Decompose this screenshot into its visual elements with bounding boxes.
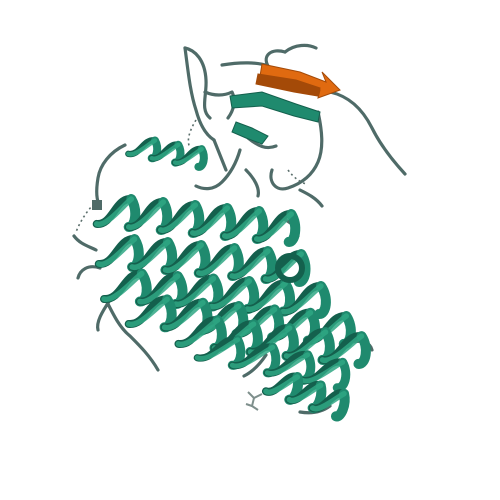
helix-top-short-front-2 [194,145,208,171]
helix-2-hl-5 [262,251,305,282]
coil-loop-10 [244,168,260,198]
terminal-block [92,200,102,210]
alpha-helices [92,136,371,422]
strand-orange-shadow [255,73,321,97]
coil-loop-13 [95,143,127,208]
helix-top-short [125,136,208,171]
dashed-gap-0 [75,203,95,233]
strand-teal-2-body [231,121,269,145]
helix-3-hl-0 [101,270,145,302]
coil-loop-12 [212,138,228,172]
helix-ring-loop [275,253,305,283]
helix-1-hl-4 [221,208,263,239]
helix-6 [193,335,351,393]
helix-3-front-5 [314,281,331,319]
coil-loop-14 [76,265,102,280]
helix-2-hl-2 [162,242,205,273]
helix-4-hl-0 [125,296,170,327]
dashed-gap-2 [287,169,307,185]
helix-5-hl-3 [283,329,329,359]
helix-1-hl-3 [189,205,231,236]
coil-loop-18 [242,353,268,378]
helix-3-hl-4 [244,280,288,312]
helix-1-hl-5 [253,211,295,242]
helix-top-short-hl-2 [172,146,204,166]
helix-6-front-3 [332,357,351,393]
helix-6-hl-2 [264,352,311,376]
coil-loop-2 [220,61,270,68]
helix-3-hl-2 [172,275,217,307]
coil-loop-11 [203,90,236,120]
helix-3-hl-5 [280,283,324,315]
helix-5-hl-4 [319,333,365,363]
helix-5-hl-0 [175,317,221,347]
coil-loop-6 [269,110,324,191]
strand-teal-1-body [229,91,321,123]
helix-top-short-hl-1 [149,142,181,161]
strand-teal-1 [229,91,321,123]
ligand-and-dashes [75,119,307,411]
coil-loop-8 [194,148,242,191]
helix-3 [100,268,331,319]
helix-3-hl-1 [137,273,181,305]
helix-6-hl-0 [194,337,241,361]
helix-4-hl-1 [161,299,206,331]
helix-1-hl-0 [93,196,135,227]
helix-1-hl-2 [157,202,199,233]
helix-2-hl-1 [129,239,171,270]
dashed-gap-1 [187,119,197,149]
helix-6-hl-3 [299,359,346,384]
beta-strands [229,63,341,145]
strand-teal-2 [231,121,269,145]
ligand-stick-0 [247,391,263,400]
ligand-stick-2 [245,403,253,407]
coil-loop-5 [328,90,407,176]
coil-loop-15 [72,234,98,252]
helix-5 [174,315,371,369]
coil-loop-17 [104,298,160,372]
helix-2-hl-3 [195,245,238,276]
coil-loop-7 [298,188,324,208]
helix-6-hl-1 [229,344,276,369]
helix-top-short-hl-0 [126,138,158,157]
helix-2 [94,234,311,287]
coil-loop-0 [183,46,216,142]
helix-1-hl-1 [125,199,167,230]
coil-loop-3 [283,43,318,54]
helix-bottom-hl-2 [309,390,347,412]
coil-loop-4 [264,49,287,68]
helix-bottom-hl-0 [263,374,301,395]
coil-loop-1 [183,46,212,120]
helix-2-hl-0 [95,236,138,267]
helix-3-hl-3 [208,278,253,310]
helix-2-hl-4 [229,248,271,279]
helix-5-front-4 [353,331,371,369]
helix-bottom-hl-1 [286,382,324,404]
helix-1-front-5 [283,209,301,247]
strand-orange-shadow-body [255,73,321,97]
helix-bottom [261,372,350,422]
helix-1 [92,194,301,247]
ligand-stick-1 [250,397,259,411]
helix-2-front-5 [293,249,311,287]
